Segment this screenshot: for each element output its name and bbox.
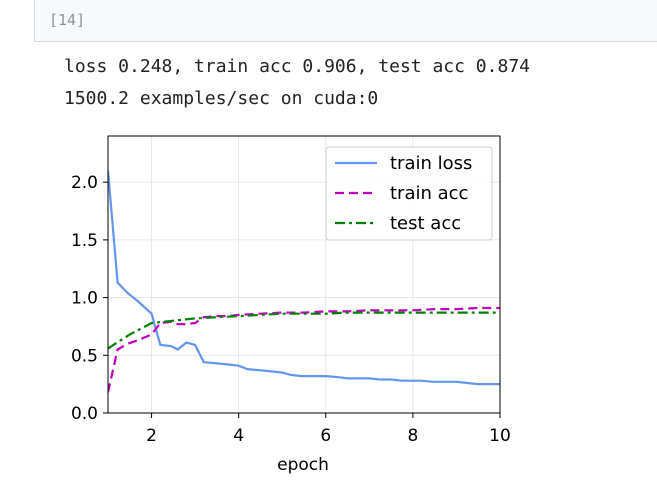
execution-count-prompt: [14] [49,11,86,29]
x-tick-label: 2 [146,426,157,446]
series-line-test-acc [108,311,500,350]
x-tick-label: 10 [489,426,511,446]
legend-label: train acc [390,183,468,204]
legend-label: train loss [390,153,472,174]
legend-label: test acc [390,213,461,234]
x-tick-label: 4 [233,426,244,446]
x-axis-label: epoch [277,455,329,475]
x-tick-label: 6 [320,426,331,446]
plot-frame [107,135,501,414]
x-tick-label: 8 [407,426,418,446]
y-tick-label: 0.5 [71,346,98,366]
code-cell-input[interactable] [34,0,657,42]
y-tick-label: 2.0 [71,173,98,193]
series-line-train-loss [108,170,500,386]
output-throughput-line: 1500.2 examples/sec on cuda:0 [64,88,379,109]
legend-box [325,146,493,241]
output-metrics-line: loss 0.248, train acc 0.906, test acc 0.… [64,56,530,77]
y-tick-label: 1.0 [71,289,98,309]
y-tick-label: 1.5 [71,231,98,251]
y-tick-label: 0.0 [71,404,98,424]
